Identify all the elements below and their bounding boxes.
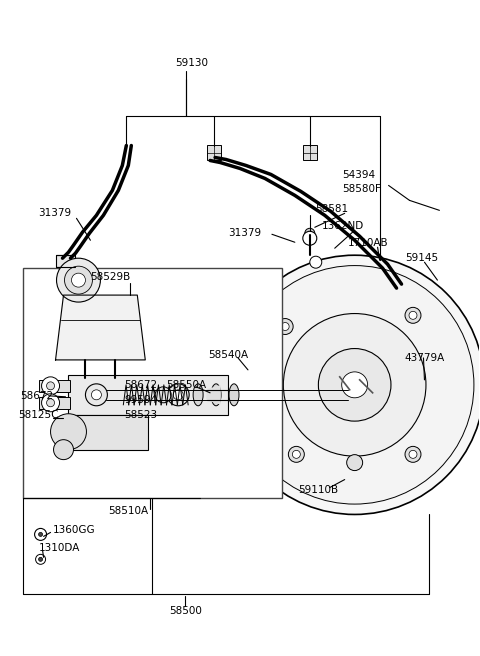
Circle shape bbox=[310, 256, 322, 268]
Circle shape bbox=[42, 394, 60, 412]
Circle shape bbox=[409, 451, 417, 459]
Circle shape bbox=[64, 266, 93, 294]
Circle shape bbox=[35, 529, 47, 541]
Bar bbox=[303, 144, 317, 161]
Text: 1360GG: 1360GG bbox=[52, 525, 95, 535]
Circle shape bbox=[36, 554, 46, 564]
Text: 58540A: 58540A bbox=[208, 350, 248, 360]
Circle shape bbox=[225, 255, 480, 514]
Circle shape bbox=[91, 390, 101, 400]
Circle shape bbox=[85, 384, 108, 406]
Text: 58125C: 58125C bbox=[19, 410, 59, 420]
Text: 58500: 58500 bbox=[169, 606, 202, 616]
Circle shape bbox=[167, 384, 189, 406]
Circle shape bbox=[47, 399, 55, 407]
Circle shape bbox=[72, 273, 85, 287]
Circle shape bbox=[318, 348, 391, 421]
Text: 54394: 54394 bbox=[342, 171, 375, 180]
Circle shape bbox=[38, 533, 43, 537]
Circle shape bbox=[303, 232, 317, 245]
Text: 58581: 58581 bbox=[315, 205, 348, 215]
Circle shape bbox=[173, 390, 183, 400]
Bar bbox=[207, 144, 221, 161]
Circle shape bbox=[54, 440, 73, 460]
Circle shape bbox=[292, 451, 300, 459]
Circle shape bbox=[281, 323, 289, 331]
Ellipse shape bbox=[193, 384, 203, 406]
Ellipse shape bbox=[229, 384, 239, 406]
Circle shape bbox=[38, 558, 43, 562]
Text: 31379: 31379 bbox=[38, 209, 72, 218]
Bar bbox=[38, 380, 71, 392]
Polygon shape bbox=[56, 295, 145, 360]
Bar bbox=[38, 397, 71, 409]
Text: 1310DA: 1310DA bbox=[38, 543, 80, 554]
Circle shape bbox=[235, 266, 474, 504]
Circle shape bbox=[57, 258, 100, 302]
Circle shape bbox=[409, 312, 417, 319]
Text: 99594: 99594 bbox=[124, 395, 157, 405]
Circle shape bbox=[347, 455, 363, 470]
Circle shape bbox=[155, 387, 171, 403]
Text: 58672: 58672 bbox=[124, 380, 157, 390]
Circle shape bbox=[42, 377, 60, 395]
Circle shape bbox=[405, 308, 421, 323]
Text: 58523: 58523 bbox=[124, 410, 157, 420]
Text: 31379: 31379 bbox=[228, 228, 261, 238]
Circle shape bbox=[277, 319, 293, 335]
Text: 58529B: 58529B bbox=[90, 272, 131, 282]
Text: 58580F: 58580F bbox=[342, 184, 381, 194]
Bar bbox=[69, 415, 148, 449]
Circle shape bbox=[342, 372, 368, 398]
Circle shape bbox=[305, 228, 315, 238]
Text: 1362ND: 1362ND bbox=[322, 221, 364, 232]
Circle shape bbox=[50, 414, 86, 449]
Text: 1710AB: 1710AB bbox=[348, 238, 388, 248]
Bar bbox=[69, 375, 228, 415]
Circle shape bbox=[405, 446, 421, 462]
Polygon shape bbox=[207, 386, 220, 404]
Text: 59145: 59145 bbox=[406, 253, 439, 263]
Circle shape bbox=[47, 382, 55, 390]
Bar bbox=[23, 268, 282, 497]
Text: 58672: 58672 bbox=[21, 391, 54, 401]
Text: 43779A: 43779A bbox=[405, 353, 445, 363]
Text: 59110B: 59110B bbox=[298, 485, 338, 495]
Circle shape bbox=[288, 446, 304, 462]
Bar bbox=[207, 377, 225, 393]
Text: 59130: 59130 bbox=[175, 58, 208, 68]
Ellipse shape bbox=[211, 384, 221, 406]
Bar bbox=[56, 255, 75, 267]
Text: 58550A: 58550A bbox=[166, 380, 206, 390]
Circle shape bbox=[283, 314, 426, 456]
Text: 58510A: 58510A bbox=[108, 506, 148, 516]
